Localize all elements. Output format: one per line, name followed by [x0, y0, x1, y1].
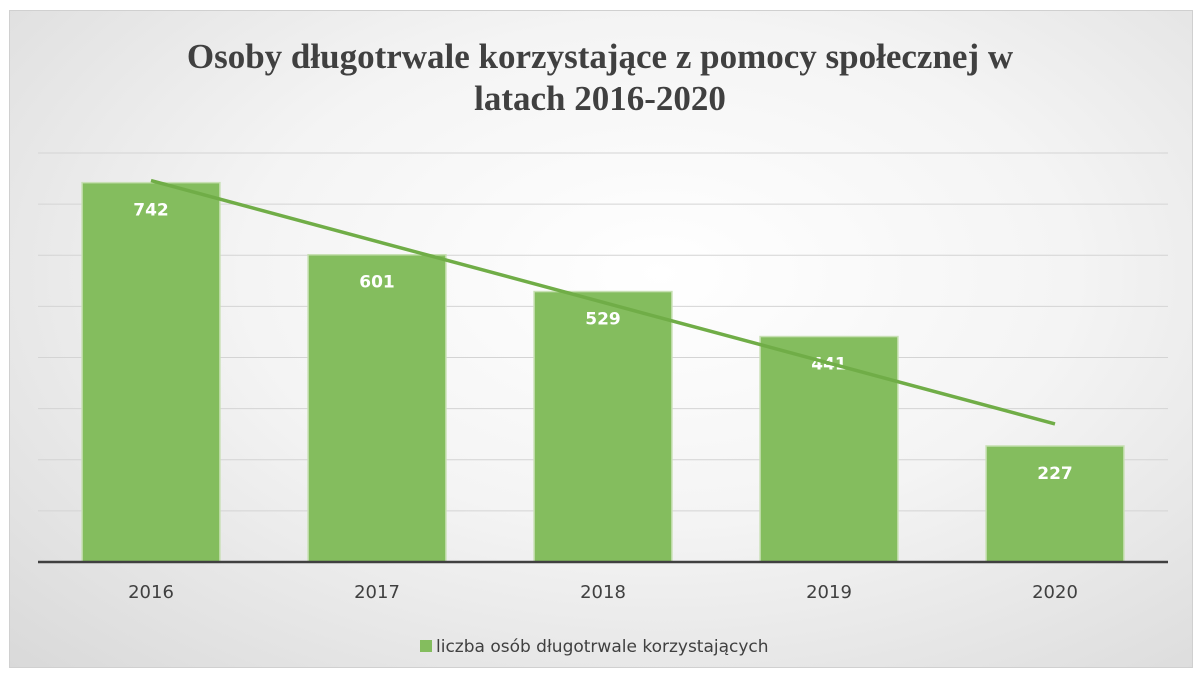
legend-label: liczba osób długotrwale korzystających	[436, 637, 769, 657]
data-label: 529	[585, 310, 621, 330]
data-label: 742	[133, 201, 169, 221]
x-tick-label: 2020	[1032, 582, 1078, 603]
legend-swatch	[420, 640, 432, 652]
bar	[985, 445, 1125, 563]
x-tick-label: 2017	[354, 582, 400, 603]
data-label: 227	[1037, 464, 1073, 484]
bar	[533, 290, 673, 563]
x-tick-label: 2019	[806, 582, 852, 603]
x-tick-label: 2018	[580, 582, 626, 603]
bar	[81, 181, 221, 563]
bar	[307, 253, 447, 563]
x-tick-label: 2016	[128, 582, 174, 603]
data-label: 601	[359, 273, 395, 293]
chart-title: Osoby długotrwale korzystające z pomocy …	[186, 37, 1014, 118]
trendline	[150, 178, 1056, 426]
